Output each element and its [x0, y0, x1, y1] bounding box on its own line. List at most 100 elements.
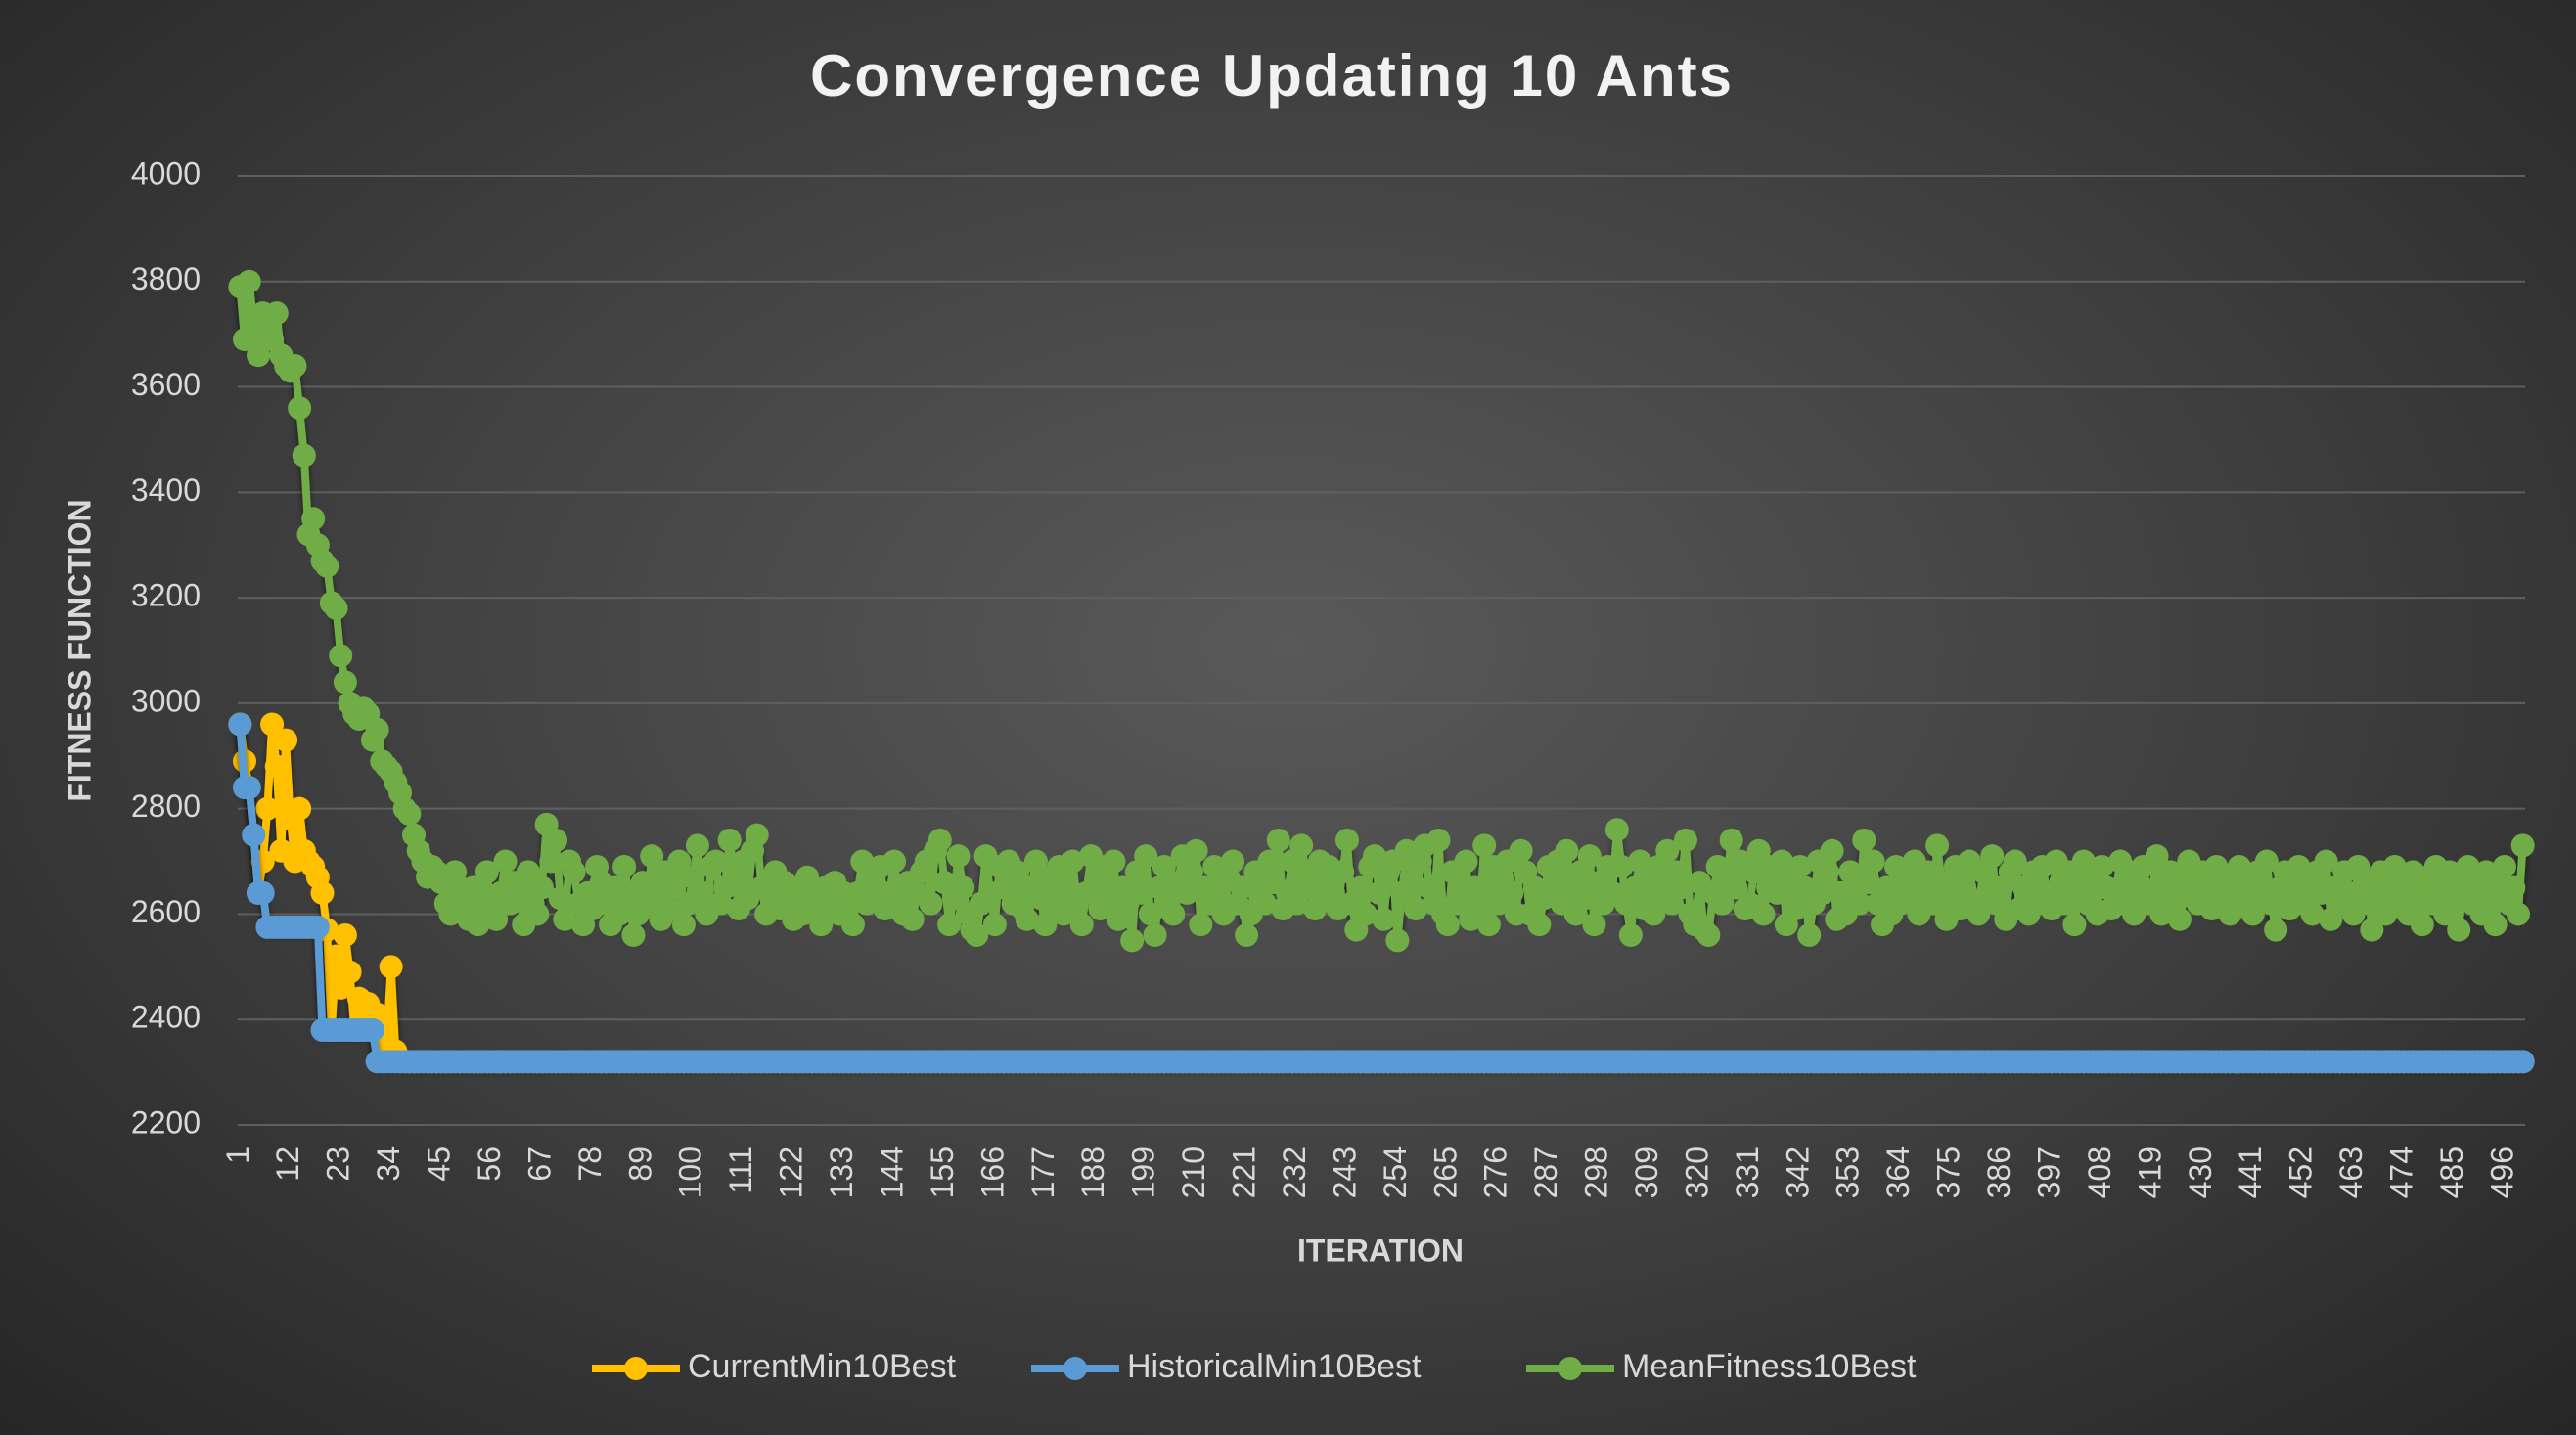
data-point [919, 891, 943, 916]
data-point [1362, 844, 1386, 869]
legend: CurrentMin10Best HistoricalMin10Best MeanF… [592, 1348, 1917, 1385]
x-tick-label: 298 [1579, 1146, 1614, 1198]
y-tick-label: 3600 [131, 367, 201, 402]
data-point [283, 354, 307, 378]
legend-label: MeanFitness10Best [1622, 1348, 1917, 1385]
data-point [1669, 875, 1694, 900]
data-point [1015, 907, 1039, 931]
data-point [1875, 875, 1899, 900]
x-tick-label: 199 [1126, 1146, 1161, 1198]
legend-marker [1559, 1357, 1582, 1380]
data-point [965, 923, 989, 947]
data-point [1143, 923, 1167, 947]
data-point [2167, 907, 2192, 931]
grid: 2200 2400 2600 2800 3000 3200 3400 3600 3800 4000… [131, 156, 2525, 1198]
data-point [1120, 928, 1145, 953]
data-point [255, 796, 280, 821]
data-point [937, 913, 962, 937]
data-point [1966, 902, 1991, 926]
data-point [1235, 923, 1259, 947]
data-point [553, 907, 577, 931]
x-tick-label: 243 [1327, 1146, 1362, 1198]
data-point [900, 907, 925, 931]
data-point [562, 860, 586, 884]
data-point [264, 754, 289, 779]
data-point [1527, 913, 1552, 937]
data-point [667, 849, 692, 874]
data-point [360, 1018, 384, 1042]
x-tick-label: 177 [1025, 1146, 1061, 1198]
data-point [690, 880, 714, 905]
data-point [1348, 875, 1373, 900]
y-tick-label: 2800 [131, 788, 201, 824]
legend-marker [1063, 1357, 1087, 1380]
data-point [882, 849, 907, 874]
data-point [2062, 913, 2087, 937]
data-point [1023, 849, 1048, 874]
data-point [2090, 854, 2114, 878]
data-point [1797, 923, 1822, 947]
x-tick-label: 474 [2384, 1146, 2419, 1198]
data-point [2492, 854, 2516, 878]
data-point [671, 913, 696, 937]
x-tick-label: 89 [622, 1146, 657, 1182]
data-point [1257, 849, 1282, 874]
data-point [1724, 875, 1748, 900]
data-point [703, 849, 728, 874]
data-point [1710, 891, 1735, 916]
data-point [1435, 913, 1460, 937]
data-point [982, 913, 1007, 937]
data-point [1509, 838, 1533, 863]
data-point [260, 712, 285, 737]
x-tick-label: 100 [673, 1146, 708, 1198]
data-point [1609, 854, 1634, 878]
legend-label: HistoricalMin10Best [1127, 1348, 1422, 1385]
data-point [1134, 844, 1158, 869]
data-point [1696, 923, 1721, 947]
data-point [1426, 829, 1451, 852]
data-point [717, 829, 742, 852]
data-point [2145, 844, 2169, 869]
data-point [2314, 849, 2338, 874]
data-point [745, 823, 769, 847]
data-point [338, 960, 362, 984]
data-point [2300, 902, 2325, 926]
x-tick-label: 441 [2233, 1146, 2268, 1198]
data-point [2071, 849, 2096, 874]
x-tick-label: 188 [1075, 1146, 1110, 1198]
data-point [1719, 829, 1743, 852]
data-point [333, 670, 357, 695]
data-point [685, 833, 709, 858]
x-tick-label: 232 [1277, 1146, 1312, 1198]
legend-marker [624, 1357, 648, 1380]
data-point [1746, 838, 1771, 863]
data-point [612, 854, 637, 878]
data-point [951, 875, 975, 900]
data-point [1189, 913, 1213, 937]
data-point [1555, 838, 1579, 863]
data-point [1742, 860, 1767, 884]
data-point [1372, 907, 1396, 931]
data-point [461, 875, 485, 900]
data-point [1573, 886, 1598, 911]
x-tick-label: 485 [2434, 1146, 2469, 1198]
data-point [1152, 854, 1176, 878]
data-point [228, 712, 252, 737]
x-tick-label: 1 [220, 1146, 255, 1164]
y-tick-label: 4000 [131, 156, 201, 191]
x-tick-label: 67 [521, 1146, 557, 1182]
data-point [2410, 913, 2434, 937]
data-point [1385, 928, 1410, 953]
data-point [1033, 913, 1058, 937]
data-point [288, 796, 312, 821]
data-point [1655, 838, 1680, 863]
data-point [250, 880, 275, 905]
data-point [493, 849, 518, 874]
x-tick-label: 331 [1730, 1146, 1765, 1198]
data-point [2483, 913, 2508, 937]
data-point [548, 886, 572, 911]
series-line [236, 277, 2527, 945]
data-point [543, 829, 567, 852]
data-point [2456, 854, 2480, 878]
